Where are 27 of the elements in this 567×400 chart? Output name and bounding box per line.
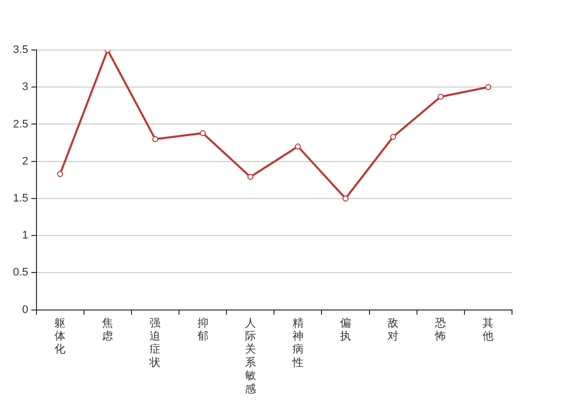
y-tick-label: 2.5 bbox=[12, 118, 28, 130]
x-tick-label: 恐怖 bbox=[434, 316, 446, 342]
point bbox=[342, 195, 348, 202]
x-tick-label: 偏执 bbox=[340, 316, 351, 342]
point bbox=[438, 94, 444, 100]
point bbox=[485, 84, 492, 90]
x-tick-label: 躯体化 bbox=[54, 316, 66, 356]
y-tick-label: 2 bbox=[22, 155, 28, 168]
point bbox=[390, 134, 396, 140]
x-tick-label: 强迫症状 bbox=[148, 316, 161, 369]
x-tick-label: 敌对 bbox=[388, 316, 399, 342]
point bbox=[57, 170, 64, 177]
x-tick-label: 焦虑 bbox=[102, 316, 114, 342]
point bbox=[247, 174, 254, 180]
y-tick-label: 1 bbox=[22, 230, 28, 242]
y-tick-label: 1.5 bbox=[12, 192, 28, 204]
y-tick-label: 0.5 bbox=[12, 266, 28, 279]
y-tick-label: 3.5 bbox=[12, 44, 28, 56]
x-tick-label: 其他 bbox=[482, 316, 494, 342]
x-tick-label: 人际关系敏感 bbox=[244, 316, 256, 396]
y-tick-label: 3 bbox=[22, 81, 28, 94]
point bbox=[152, 136, 158, 142]
point bbox=[200, 130, 206, 136]
point bbox=[294, 143, 301, 150]
y-tick-label: 0 bbox=[22, 304, 28, 316]
x-tick-label: 精神病性 bbox=[291, 316, 304, 369]
x-tick-label: 抑郁 bbox=[197, 316, 208, 342]
